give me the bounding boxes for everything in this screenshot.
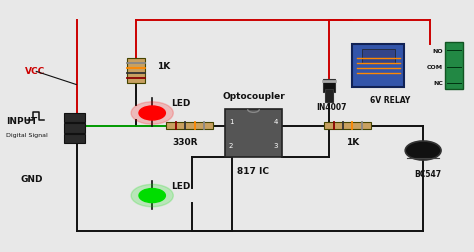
Bar: [324, 122, 371, 130]
Text: 4: 4: [273, 119, 278, 125]
Bar: [325, 90, 333, 103]
Circle shape: [139, 189, 165, 203]
Bar: [64, 135, 85, 143]
Text: 1K: 1K: [346, 137, 359, 146]
Text: 1K: 1K: [157, 62, 170, 71]
Bar: [64, 124, 85, 133]
Bar: [127, 59, 145, 84]
Text: VCC: VCC: [25, 67, 45, 76]
Bar: [225, 110, 282, 157]
Bar: [353, 45, 404, 87]
Text: INPUT: INPUT: [6, 116, 37, 125]
Text: Digital Signal: Digital Signal: [6, 132, 48, 137]
Bar: [166, 122, 213, 130]
Text: GND: GND: [20, 174, 43, 183]
Text: BC547: BC547: [414, 170, 441, 179]
Text: NC: NC: [433, 81, 443, 86]
Bar: [64, 114, 85, 122]
Text: COM: COM: [427, 65, 443, 70]
Text: 817 IC: 817 IC: [237, 166, 270, 175]
Text: IN4007: IN4007: [316, 102, 346, 111]
Bar: [323, 79, 335, 93]
Text: 6V RELAY: 6V RELAY: [370, 96, 410, 105]
Text: LED: LED: [171, 99, 191, 108]
Text: 1: 1: [229, 119, 234, 125]
Text: NO: NO: [432, 49, 443, 54]
Circle shape: [139, 107, 165, 120]
Bar: [445, 43, 463, 90]
Text: LED: LED: [171, 181, 191, 190]
Text: 3: 3: [273, 142, 278, 148]
Bar: [362, 50, 395, 64]
Ellipse shape: [405, 141, 441, 160]
Text: Optocoupler: Optocoupler: [222, 92, 285, 101]
Text: 2: 2: [229, 142, 233, 148]
Text: 330R: 330R: [173, 137, 198, 146]
Circle shape: [131, 102, 173, 125]
Circle shape: [131, 185, 173, 207]
